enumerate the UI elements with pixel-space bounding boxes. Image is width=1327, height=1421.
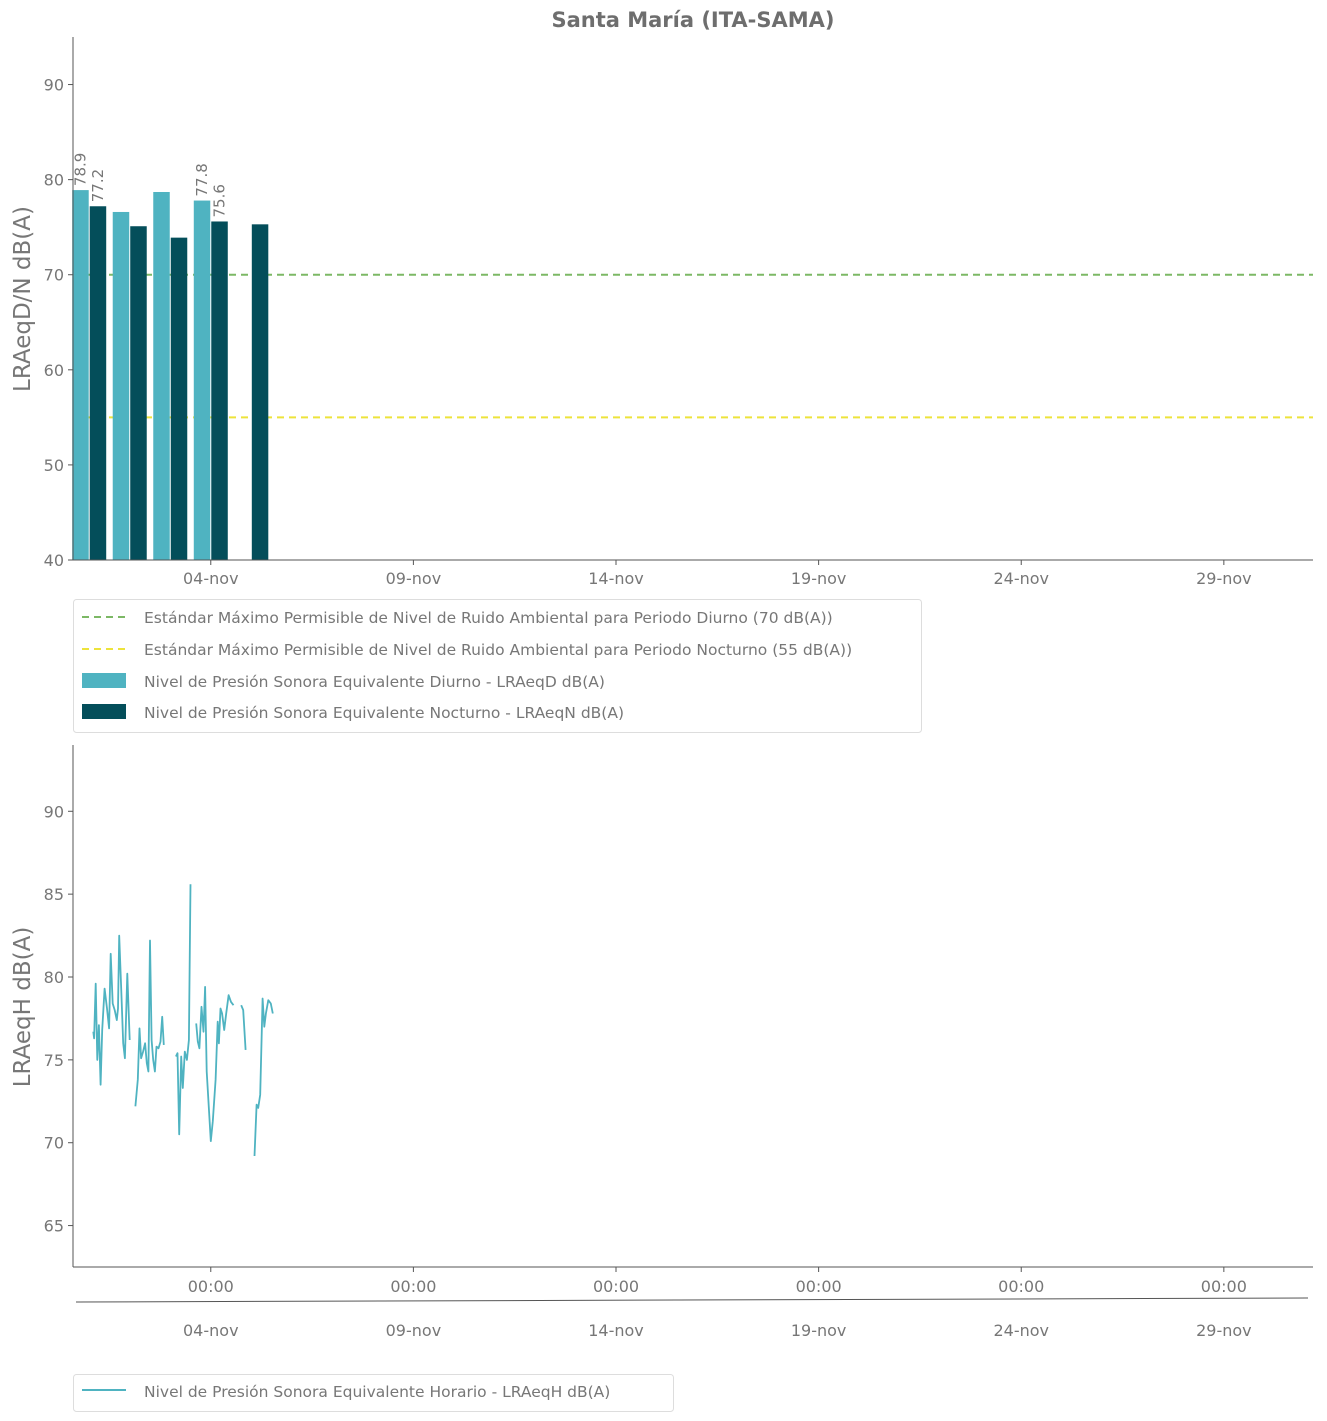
legend-night-label: Nivel de Presión Sonora Equivalente Noct…: [144, 704, 624, 722]
top-y-ticks: 40 50 60 70 80 90: [44, 76, 73, 570]
legend-std-night-label: Estándar Máximo Permisible de Nivel de R…: [144, 641, 852, 659]
legend-day-label: Nivel de Presión Sonora Equivalente Diur…: [144, 673, 605, 691]
x-tick-label: 00:00: [998, 1277, 1044, 1296]
x-tick-label: 24-nov: [993, 569, 1049, 588]
bottom-y-axis-label: LRAeqH dB(A): [10, 927, 36, 1088]
legend-day-swatch: [82, 673, 126, 688]
legend-std-day-label: Estándar Máximo Permisible de Nivel de R…: [144, 609, 833, 627]
secondary-axis-line: [75, 1297, 1309, 1303]
y-tick-label: 70: [44, 1134, 64, 1153]
x-tick-label: 04-nov: [183, 569, 239, 588]
y-tick-label: 80: [44, 968, 64, 987]
x-tick-label: 29-nov: [1196, 569, 1252, 588]
x-tick-label: 00:00: [390, 1277, 436, 1296]
hourly-series-segment: [92, 934, 131, 1086]
y-tick-label: 80: [44, 171, 64, 190]
bar-night-01-nov: [89, 206, 107, 560]
hourly-series-segment: [175, 884, 192, 1136]
bar-night-04-nov: [211, 221, 228, 560]
secondary-x-tick-label: 14-nov: [588, 1321, 644, 1340]
data-label-night-04-nov: 75.6: [211, 184, 229, 217]
x-tick-label: 14-nov: [588, 569, 644, 588]
y-tick-label: 50: [44, 456, 64, 475]
data-label-day-04-nov: 77.8: [193, 163, 211, 196]
top-legend: Estándar Máximo Permisible de Nivel de R…: [73, 599, 922, 733]
data-labels: 78.9 77.2 77.875.6: [71, 153, 228, 218]
y-tick-label: 85: [44, 885, 64, 904]
y-tick-label: 75: [44, 1051, 64, 1070]
data-label-night-01-nov: 77.2: [89, 169, 107, 202]
bar-day-01-nov: [72, 190, 89, 560]
y-tick-label: 90: [44, 802, 64, 821]
secondary-x-tick-label: 09-nov: [386, 1321, 442, 1340]
bottom-legend: Nivel de Presión Sonora Equivalente Hora…: [73, 1374, 674, 1412]
x-tick-label: 00:00: [188, 1277, 234, 1296]
hourly-series-segment: [253, 997, 274, 1157]
reference-lines: [73, 273, 1313, 419]
y-tick-label: 70: [44, 266, 64, 285]
x-tick-label: 19-nov: [791, 569, 847, 588]
bottom-y-ticks: 65 70 75 80 85 90: [44, 802, 73, 1236]
x-tick-label: 00:00: [796, 1277, 842, 1296]
bar-night-03-nov: [170, 237, 188, 560]
x-tick-label: 09-nov: [386, 569, 442, 588]
bottom-legend-frame: [73, 1374, 674, 1412]
y-tick-label: 65: [44, 1217, 64, 1236]
hourly-series-segment: [195, 986, 235, 1142]
bottom-secondary-x-ticks: 04-nov 09-nov 14-nov 19-nov 24-nov 29-nov: [183, 1321, 1252, 1340]
bar-night-05-nov: [251, 224, 269, 560]
hourly-series-segment: [134, 939, 165, 1107]
hourly-series-segment: [240, 1004, 247, 1050]
bar-day-02-nov: [112, 211, 130, 560]
legend-night-swatch: [82, 704, 126, 719]
bar-series: [72, 190, 269, 561]
chart-title: Santa María (ITA-SAMA): [551, 8, 834, 32]
bar-day-03-nov: [153, 191, 170, 561]
secondary-x-tick-label: 19-nov: [791, 1321, 847, 1340]
top-x-ticks: 04-nov 09-nov 14-nov 19-nov 24-nov 29-nov: [183, 560, 1252, 588]
legend-hourly-label: Nivel de Presión Sonora Equivalente Hora…: [144, 1383, 610, 1401]
y-tick-label: 90: [44, 76, 64, 95]
y-tick-label: 60: [44, 361, 64, 380]
bottom-x-ticks: 00:00 00:00 00:00 00:00 00:00 00:00: [188, 1267, 1247, 1296]
bar-night-02-nov: [130, 226, 147, 561]
data-label-day-01-nov: 78.9: [71, 153, 89, 186]
x-tick-label: 00:00: [593, 1277, 639, 1296]
y-tick-label: 40: [44, 551, 64, 570]
secondary-x-tick-label: 29-nov: [1196, 1321, 1252, 1340]
secondary-x-tick-label: 04-nov: [183, 1321, 239, 1340]
top-legend-frame: [73, 599, 922, 733]
secondary-x-tick-label: 24-nov: [993, 1321, 1049, 1340]
top-y-axis-label: LRAeqD/N dB(A): [10, 206, 36, 392]
bar-day-04-nov: [193, 200, 211, 560]
daily-bar-panel: 78.9 77.2 77.875.6 40 50 60 70 80 90 04-nov 09-n…: [10, 37, 1313, 588]
line-series: [92, 884, 274, 1157]
x-tick-label: 00:00: [1201, 1277, 1247, 1296]
